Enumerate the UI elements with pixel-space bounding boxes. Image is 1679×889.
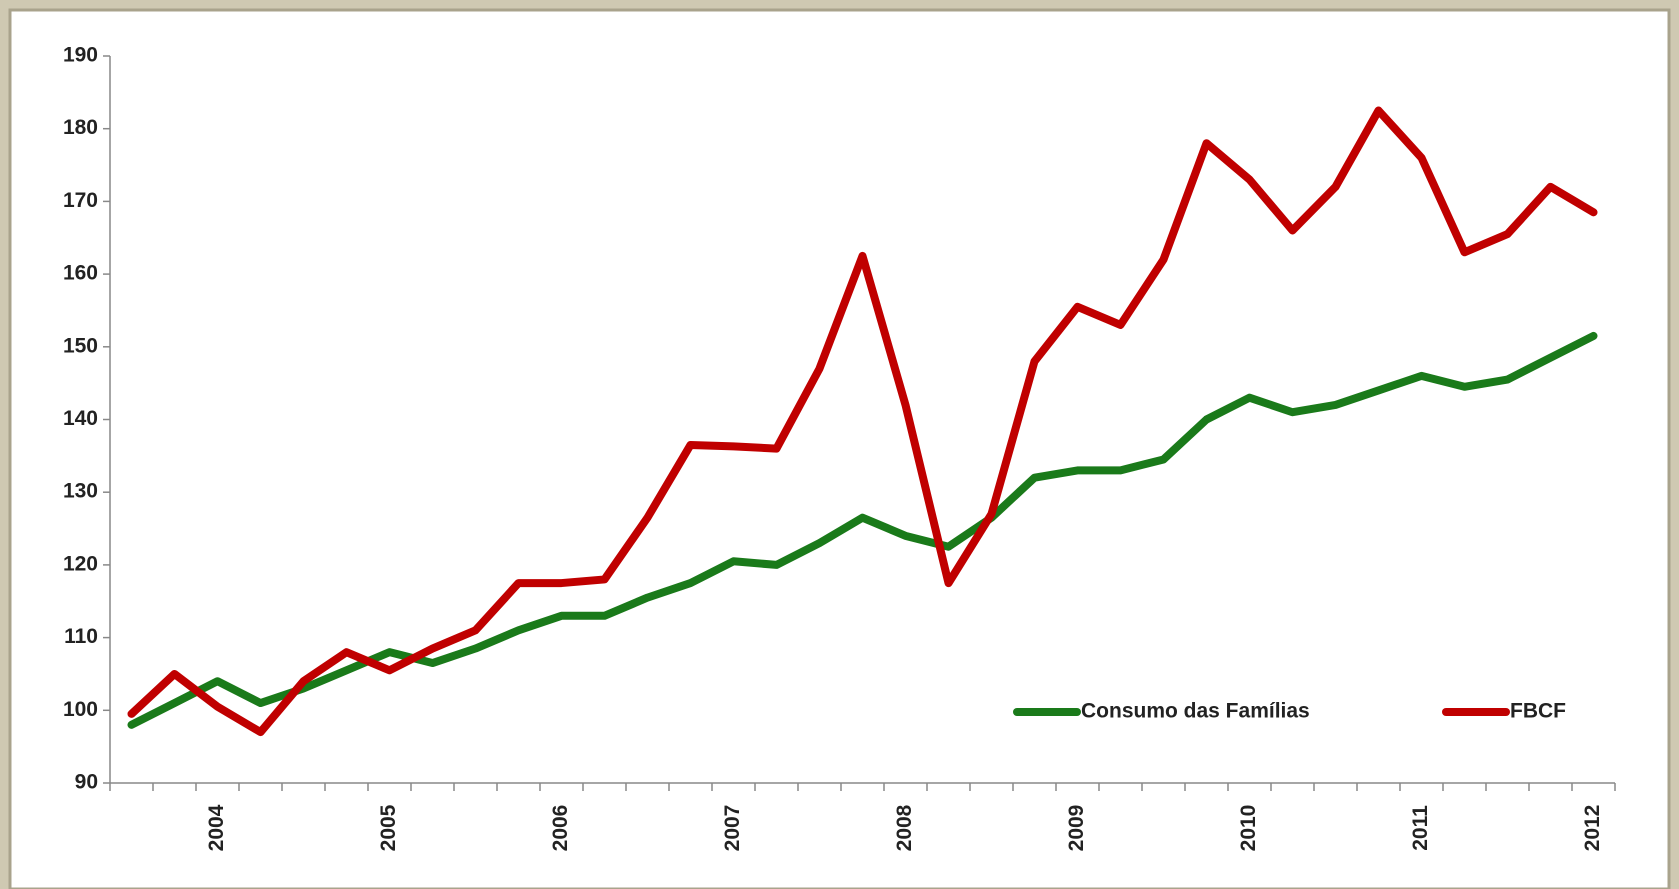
y-tick-label: 110 bbox=[64, 625, 98, 648]
y-tick-label: 170 bbox=[63, 189, 98, 212]
x-tick-label: 2007 bbox=[721, 805, 744, 852]
x-tick-label: 2012 bbox=[1581, 805, 1604, 852]
y-tick-label: 160 bbox=[63, 262, 98, 285]
x-tick-label: 2006 bbox=[549, 805, 572, 852]
x-tick-label: 2010 bbox=[1237, 805, 1260, 852]
y-tick-label: 150 bbox=[63, 334, 98, 357]
chart-area bbox=[8, 8, 1671, 889]
x-tick-label: 2008 bbox=[893, 804, 916, 851]
legend-label: Consumo das Famílias bbox=[1081, 700, 1310, 723]
y-tick-label: 140 bbox=[63, 407, 98, 430]
y-tick-label: 180 bbox=[63, 116, 98, 139]
y-tick-label: 120 bbox=[63, 552, 98, 575]
x-tick-label: 2011 bbox=[1409, 805, 1432, 851]
y-tick-label: 130 bbox=[63, 480, 98, 503]
line-series bbox=[127, 106, 1598, 737]
x-tick-label: 2004 bbox=[205, 804, 228, 851]
line-series bbox=[127, 331, 1598, 729]
y-tick-label: 90 bbox=[75, 771, 98, 794]
legend-label: FBCF bbox=[1510, 700, 1566, 723]
y-tick-label: 190 bbox=[63, 44, 98, 67]
x-tick-label: 2009 bbox=[1065, 805, 1088, 852]
y-tick-label: 100 bbox=[63, 698, 98, 721]
x-tick-label: 2005 bbox=[377, 804, 400, 851]
